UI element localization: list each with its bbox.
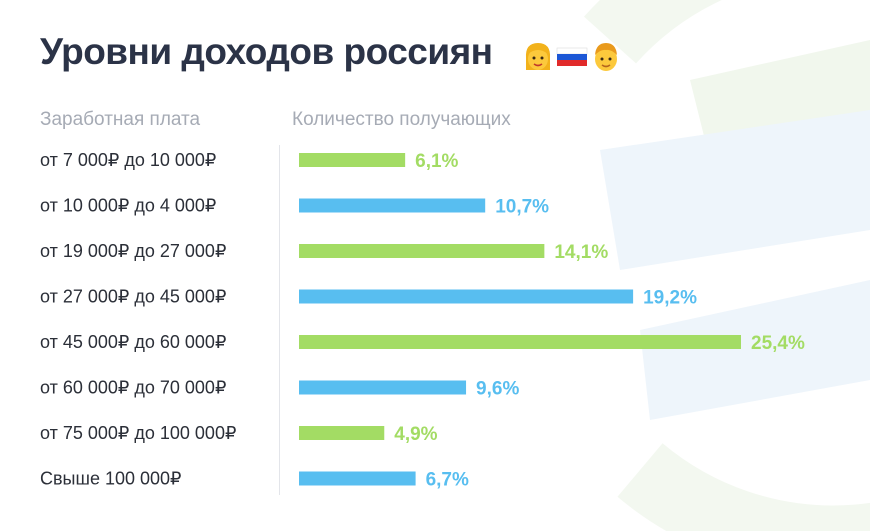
bar bbox=[299, 289, 634, 304]
bar bbox=[299, 426, 385, 440]
bar bbox=[299, 153, 406, 167]
category-label: от 27 000₽ до 45 000₽ bbox=[40, 287, 226, 307]
category-label: от 45 000₽ до 60 000₽ bbox=[40, 332, 226, 352]
value-label: 14,1% bbox=[554, 242, 608, 263]
man-face-emoji-icon bbox=[595, 43, 617, 71]
value-axis-header: Количество получающих bbox=[292, 109, 511, 130]
bar bbox=[299, 244, 545, 258]
value-label: 6,7% bbox=[426, 470, 469, 491]
category-label: от 7 000₽ до 10 000₽ bbox=[40, 150, 216, 170]
category-label: от 10 000₽ до 4 000₽ bbox=[40, 196, 216, 216]
value-label: 19,2% bbox=[643, 288, 697, 309]
category-label: Свыше 100 000₽ bbox=[40, 469, 181, 489]
category-label: от 19 000₽ до 27 000₽ bbox=[40, 241, 226, 261]
column-divider bbox=[279, 145, 280, 495]
woman-face-emoji-icon bbox=[525, 43, 551, 70]
category-axis-header: Заработная плата bbox=[40, 109, 201, 130]
bar bbox=[299, 198, 486, 213]
bar bbox=[299, 471, 416, 486]
value-label: 10,7% bbox=[495, 197, 549, 218]
value-label: 25,4% bbox=[751, 333, 805, 354]
bar bbox=[299, 380, 467, 395]
value-label: 9,6% bbox=[476, 379, 519, 400]
russia-flag-emoji-icon bbox=[556, 47, 588, 66]
value-label: 4,9% bbox=[394, 424, 437, 445]
bar bbox=[299, 335, 741, 349]
page-title: Уровни доходов россиян bbox=[40, 31, 493, 72]
category-label: от 60 000₽ до 70 000₽ bbox=[40, 378, 226, 398]
category-label: от 75 000₽ до 100 000₽ bbox=[40, 423, 236, 443]
value-label: 6,1% bbox=[415, 151, 458, 172]
